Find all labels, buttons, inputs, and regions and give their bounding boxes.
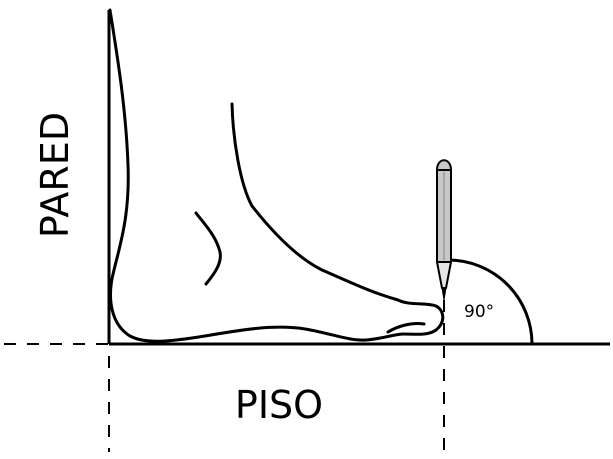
angle-arc xyxy=(447,258,534,345)
pencil-icon xyxy=(436,159,452,301)
wall-label: PARED xyxy=(33,112,77,238)
angle-label: 90° xyxy=(464,302,494,322)
floor-label: PISO xyxy=(235,383,323,427)
foot-outline-icon xyxy=(108,8,445,343)
